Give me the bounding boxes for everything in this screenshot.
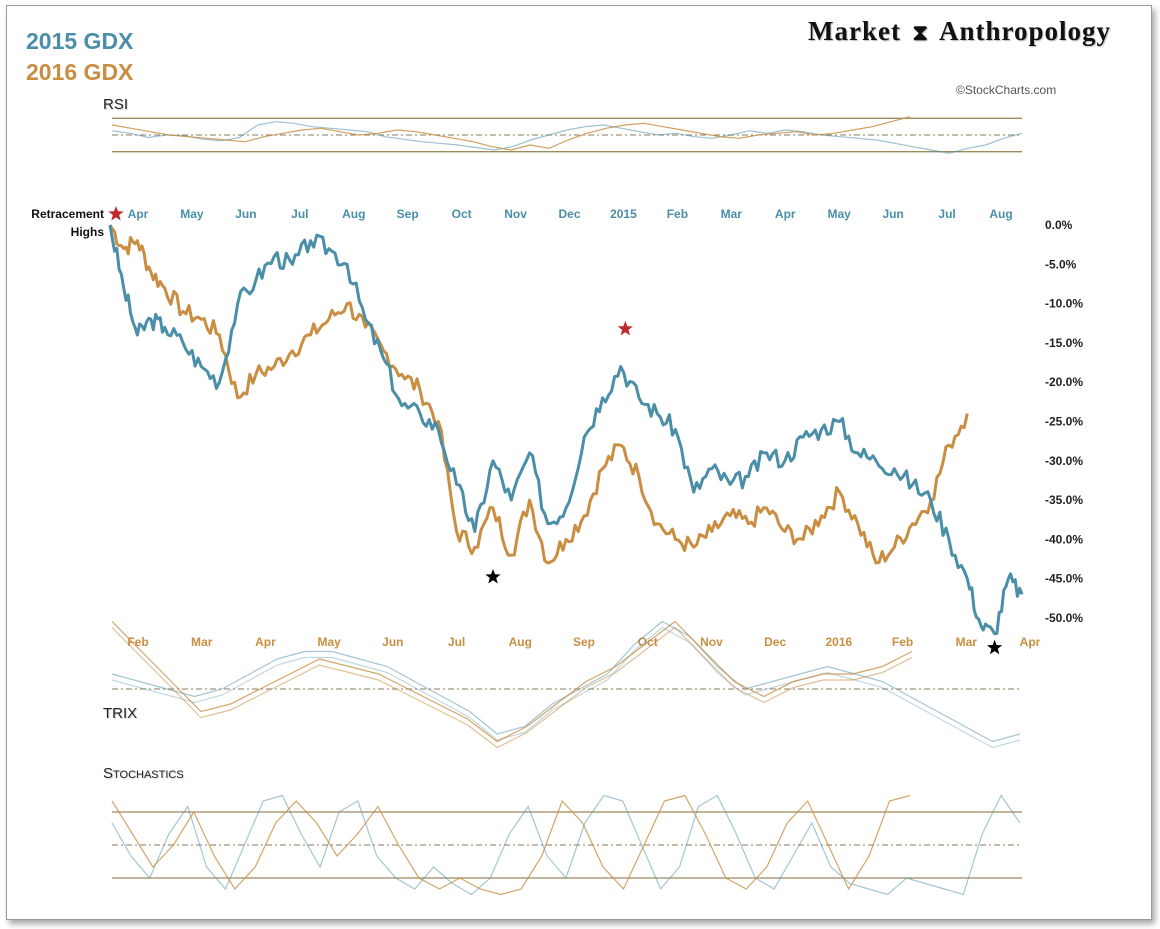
top-axis-label: Jun (235, 207, 256, 221)
trix-line-2015 (111, 620, 1021, 743)
legend-2016-gdx: 2016 GDX (26, 59, 134, 85)
y-tick-label: -30.0% (1045, 454, 1083, 468)
y-tick-label: -35.0% (1045, 493, 1083, 507)
top-axis-label: Aug (342, 207, 365, 221)
bottom-axis-label: Sep (573, 635, 595, 649)
y-tick-label: -5.0% (1045, 257, 1077, 271)
dna-helix-icon: ⧗ (912, 20, 929, 45)
bottom-axis-label: Mar (956, 635, 978, 649)
trix-panel-label: TRIX (103, 705, 138, 722)
y-tick-label: -45.0% (1045, 572, 1083, 586)
retracement-highs-label: Retracement Highs (12, 205, 104, 241)
y-tick-label: -25.0% (1045, 415, 1083, 429)
star-marker (485, 569, 501, 584)
series-line-2016-gdx (108, 224, 969, 565)
bottom-axis-label: May (317, 635, 341, 649)
y-tick-label: -50.0% (1045, 611, 1083, 625)
trix-signal-2015 (111, 626, 1021, 749)
bottom-axis-label: Apr (1020, 635, 1041, 649)
bottom-axis-label: Feb (127, 635, 148, 649)
series-line-2015-gdx (108, 224, 1024, 636)
trix-signal-2016 (111, 626, 913, 749)
stoch-line-2016 (111, 794, 911, 896)
retracement-label-line2: Highs (70, 225, 104, 239)
bottom-axis-label: Jun (382, 635, 403, 649)
stochastics-panel-label: Stochastics (103, 765, 184, 782)
y-tick-label: -20.0% (1045, 375, 1083, 389)
top-axis-label: Jul (938, 207, 955, 221)
y-tick-label: -10.0% (1045, 297, 1083, 311)
bottom-axis-label: Mar (191, 635, 213, 649)
top-axis-label: Feb (667, 207, 688, 221)
bottom-axis-label: Apr (255, 635, 276, 649)
retracement-star-marker (108, 206, 124, 221)
y-tick-label: 0.0% (1045, 218, 1073, 232)
rsi-panel-label: RSI (103, 96, 129, 113)
top-axis-label: Nov (504, 207, 527, 221)
brand-word-anthropology: Anthropology (938, 16, 1112, 46)
bottom-axis-label: Dec (764, 635, 786, 649)
top-axis-label: May (828, 207, 852, 221)
stoch-line-2015 (111, 794, 1021, 896)
top-axis-label: Mar (721, 207, 743, 221)
top-axis-label: 2015 (610, 207, 637, 221)
top-axis-label: Dec (558, 207, 580, 221)
top-axis-label: Apr (775, 207, 796, 221)
top-axis-label: May (180, 207, 204, 221)
y-tick-label: -15.0% (1045, 336, 1083, 350)
star-marker (617, 320, 633, 336)
bottom-axis-label: Feb (892, 635, 913, 649)
bottom-axis-label: Jul (448, 635, 465, 649)
top-axis-label: Jun (882, 207, 903, 221)
bottom-axis-label: Aug (509, 635, 532, 649)
stockcharts-credit: ©StockCharts.com (956, 83, 1057, 97)
trix-line-2016 (111, 620, 913, 743)
legend-2015-gdx: 2015 GDX (26, 28, 134, 54)
brand-word-market: Market (808, 16, 901, 46)
brand-logo: Market ⧗ Anthropology (808, 16, 1111, 47)
top-axis-label: Aug (989, 207, 1012, 221)
top-axis-label: Oct (452, 207, 472, 221)
top-axis-label: Sep (397, 207, 419, 221)
rsi-line-2016 (111, 116, 911, 151)
bottom-axis-label: 2016 (826, 635, 853, 649)
y-tick-label: -40.0% (1045, 532, 1083, 546)
star-marker (987, 639, 1003, 655)
top-axis-label: Apr (128, 207, 149, 221)
rsi-line-2015 (111, 121, 1023, 154)
bottom-axis-label: Nov (700, 635, 723, 649)
retracement-label-line1: Retracement (31, 207, 104, 221)
top-axis-label: Jul (291, 207, 308, 221)
